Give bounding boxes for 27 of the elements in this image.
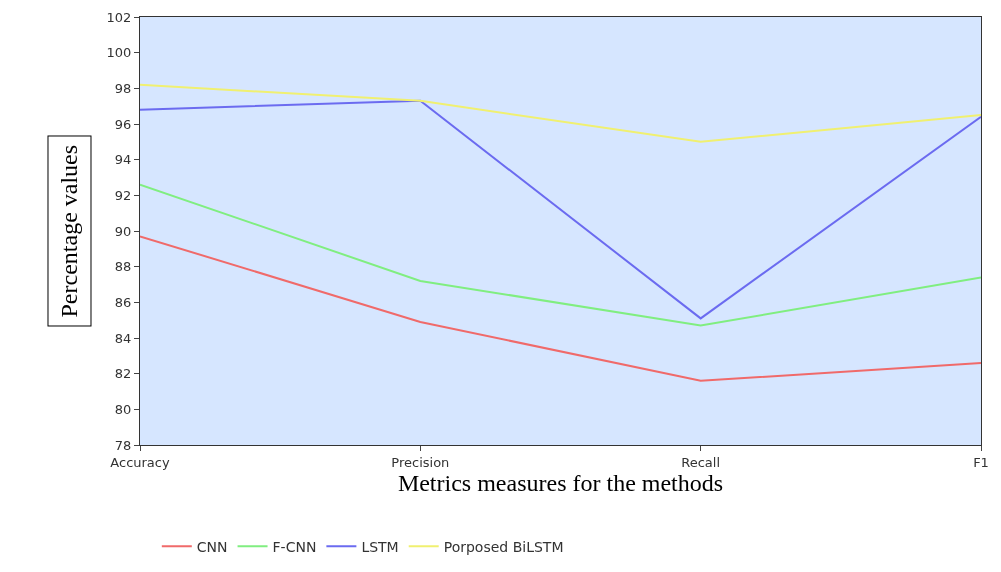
legend-label: F-CNN (272, 538, 317, 555)
y-tick-label: 102 (106, 9, 132, 25)
y-tick-label: 80 (114, 401, 132, 417)
y-tick-label: 100 (106, 45, 132, 61)
line-series (140, 83, 981, 143)
y-tick-label: 90 (114, 223, 132, 239)
x-tick-label: Accuracy (110, 454, 170, 470)
line-series (140, 99, 981, 320)
y-tick-label: 88 (114, 259, 132, 275)
y-tick-label: 86 (114, 294, 132, 310)
x-tick-label: F1 (973, 454, 989, 470)
x-axis-title: Metrics measures for the methods (397, 469, 724, 496)
legend-label: CNN (196, 538, 228, 555)
y-tick-label: 94 (114, 152, 132, 168)
y-axis-title: Percentage values (56, 144, 83, 318)
line-series (140, 183, 981, 327)
y-tick-label: 98 (114, 80, 132, 96)
x-tick-label: Recall (681, 454, 721, 470)
legend-label: LSTM (361, 538, 399, 555)
y-tick-label: 92 (114, 187, 132, 203)
y-tick-label: 96 (114, 116, 132, 132)
y-tick-label: 82 (114, 366, 132, 382)
line-series (140, 235, 981, 382)
y-tick-label: 84 (114, 330, 132, 346)
x-tick-label: Precision (391, 454, 450, 470)
legend-label: Porposed BiLSTM (443, 538, 564, 555)
y-tick-label: 78 (114, 437, 132, 453)
